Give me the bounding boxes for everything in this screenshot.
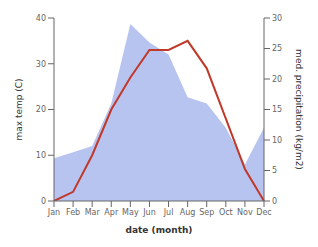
svg-text:0: 0 — [41, 197, 46, 206]
svg-text:May: May — [122, 208, 139, 217]
svg-text:10: 10 — [36, 151, 46, 160]
svg-text:max temp (C): max temp (C) — [14, 78, 24, 140]
svg-text:Nov: Nov — [237, 208, 253, 217]
svg-text:10: 10 — [272, 136, 282, 145]
svg-text:20: 20 — [36, 105, 46, 114]
svg-text:Jan: Jan — [47, 208, 60, 217]
svg-text:Apr: Apr — [104, 208, 119, 217]
svg-text:Sep: Sep — [199, 208, 214, 217]
svg-text:20: 20 — [272, 75, 282, 84]
svg-text:Jul: Jul — [163, 208, 174, 217]
svg-text:Dec: Dec — [256, 208, 271, 217]
svg-text:Feb: Feb — [66, 208, 80, 217]
svg-text:30: 30 — [272, 14, 282, 23]
svg-text:Mar: Mar — [85, 208, 101, 217]
svg-text:15: 15 — [272, 105, 282, 114]
svg-text:Aug: Aug — [180, 208, 196, 217]
svg-text:30: 30 — [36, 60, 46, 69]
svg-text:Jun: Jun — [142, 208, 156, 217]
svg-text:40: 40 — [36, 14, 46, 23]
svg-text:med. precipitation (kg/m2): med. precipitation (kg/m2) — [294, 49, 304, 170]
svg-text:5: 5 — [272, 166, 277, 175]
svg-text:date (month): date (month) — [126, 225, 193, 235]
svg-text:0: 0 — [272, 197, 277, 206]
svg-text:Oct: Oct — [219, 208, 233, 217]
svg-text:25: 25 — [272, 44, 282, 53]
